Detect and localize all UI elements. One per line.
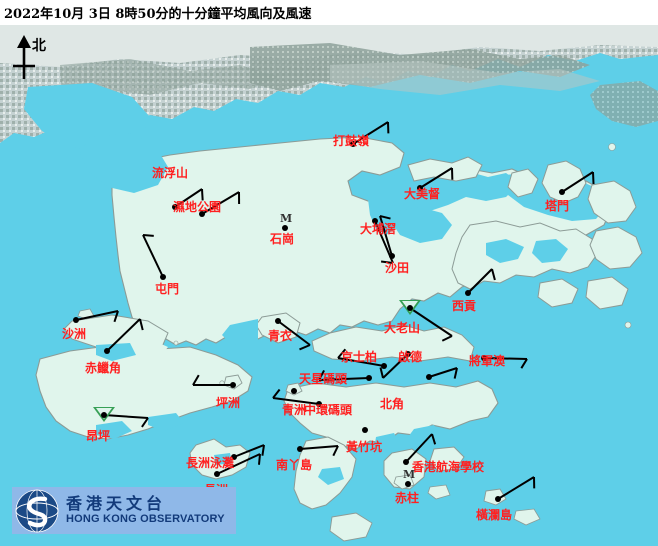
wind-barb-shaft [419, 167, 453, 189]
wind-barb-flag [332, 445, 339, 457]
wind-barb-shaft [352, 121, 389, 145]
wind-barb-shaft [483, 357, 528, 360]
station-marker-dot[interactable] [465, 290, 471, 296]
wind-barb-flag [257, 453, 261, 465]
station-marker-dot[interactable] [231, 454, 237, 460]
station-marker-dot[interactable] [275, 318, 281, 324]
logo-chinese-name: 香港天文台 [66, 493, 167, 513]
wind-barb-layer [75, 121, 595, 500]
wind-barb-shaft [233, 444, 265, 458]
wind-barb-flag [192, 374, 200, 386]
station-marker-dot[interactable] [160, 274, 166, 280]
station-marker-dot[interactable] [389, 253, 395, 259]
hko-logo: 香港天文台 HONG KONG OBSERVATORY [12, 487, 236, 534]
station-marker-dot[interactable] [417, 185, 423, 191]
wind-barb-flag [380, 260, 394, 264]
wind-barb-shaft [103, 414, 149, 419]
station-marker-dot[interactable] [297, 446, 303, 452]
station-marker-dot[interactable] [405, 351, 411, 357]
map-canvas: 北 打鼓嶺 流浮山 濕地公園 M 石崗 大美督 塔門 大埔滘 沙田 屯門 沙洲 赤鱲角 西貢 大老山 青衣京… [0, 25, 658, 546]
wind-barb-shaft [467, 268, 493, 294]
wind-barb-flag [261, 444, 265, 456]
wind-barb-flag [592, 171, 595, 185]
station-marker-dot[interactable] [350, 141, 356, 147]
page-title: 2022年10月 3日 8時50分的十分鐘平均風向及風速 [4, 7, 312, 22]
station-marker-dot[interactable] [282, 225, 288, 231]
wind-barb-flag [139, 318, 144, 331]
wind-barb-flag [299, 344, 311, 351]
wind-barb-shaft [379, 215, 393, 257]
station-marker-dot[interactable] [407, 305, 413, 311]
wind-barb-flag [379, 367, 384, 379]
wind-barb-shaft [428, 367, 458, 378]
wind-barb-shaft [75, 310, 119, 321]
wind-barb-shaft [337, 357, 385, 367]
wind-barb-flag [272, 388, 281, 399]
wind-barb-shaft [382, 353, 409, 379]
wind-barb-flag [337, 348, 347, 359]
map-geography [0, 25, 658, 546]
station-marker-dot[interactable] [316, 401, 322, 407]
wind-barb-shaft [201, 191, 240, 215]
station-marker-dot[interactable] [73, 317, 79, 323]
wind-barb-shaft [216, 453, 261, 475]
wind-barb-shaft [142, 234, 164, 278]
north-label: 北 [32, 38, 46, 54]
station-marker-dot[interactable] [405, 481, 411, 487]
wind-barb-shaft [299, 445, 339, 450]
station-marker-dot[interactable] [214, 471, 220, 477]
station-marker-dot[interactable] [291, 388, 297, 394]
logo-english-name: HONG KONG OBSERVATORY [66, 512, 225, 525]
wind-barb-flag [201, 188, 204, 201]
station-marker-dot[interactable] [559, 189, 565, 195]
station-marker-dot[interactable] [366, 375, 372, 381]
wind-barb-shaft [106, 318, 141, 352]
wind-barb-shaft [561, 171, 594, 193]
wind-barb-flag [491, 268, 496, 281]
wind-barb-flag [142, 234, 154, 237]
wind-barb-shaft [409, 307, 453, 337]
compass-rose: 北 [6, 33, 62, 85]
wind-barb-flag [520, 358, 528, 369]
station-marker-dot[interactable] [372, 218, 378, 224]
wind-barb-flag [379, 215, 391, 220]
wind-barb-flag [441, 335, 453, 342]
station-marker-dot[interactable] [403, 459, 409, 465]
station-marker-dot[interactable] [104, 348, 110, 354]
station-marker-dot[interactable] [481, 355, 487, 361]
station-marker-dot[interactable] [230, 382, 236, 388]
station-marker-dot[interactable] [426, 374, 432, 380]
wind-barb-shaft [174, 188, 203, 208]
station-marker-dot[interactable] [172, 204, 178, 210]
station-marker-dot[interactable] [495, 496, 501, 502]
wind-barb-flag [431, 433, 437, 445]
wind-barb-shaft [497, 476, 535, 500]
hko-emblem-icon [14, 488, 60, 534]
wind-barb-flag [453, 367, 458, 379]
wind-barb-flag [318, 369, 325, 381]
station-marker-dot[interactable] [101, 412, 107, 418]
station-marker-dot[interactable] [199, 211, 205, 217]
wind-barb-shaft [272, 397, 320, 405]
station-marker-dot[interactable] [362, 427, 368, 433]
wind-barb-shaft [277, 320, 311, 346]
station-marker-dot[interactable] [381, 363, 387, 369]
title-bar: 2022年10月 3日 8時50分的十分鐘平均風向及風速 [0, 0, 658, 25]
wind-barb-flag [113, 310, 119, 323]
wind-barb-shaft [318, 377, 370, 381]
wind-barb-shaft [405, 433, 433, 463]
wind-barb-flag [141, 417, 149, 428]
north-arrow-icon [13, 35, 35, 79]
